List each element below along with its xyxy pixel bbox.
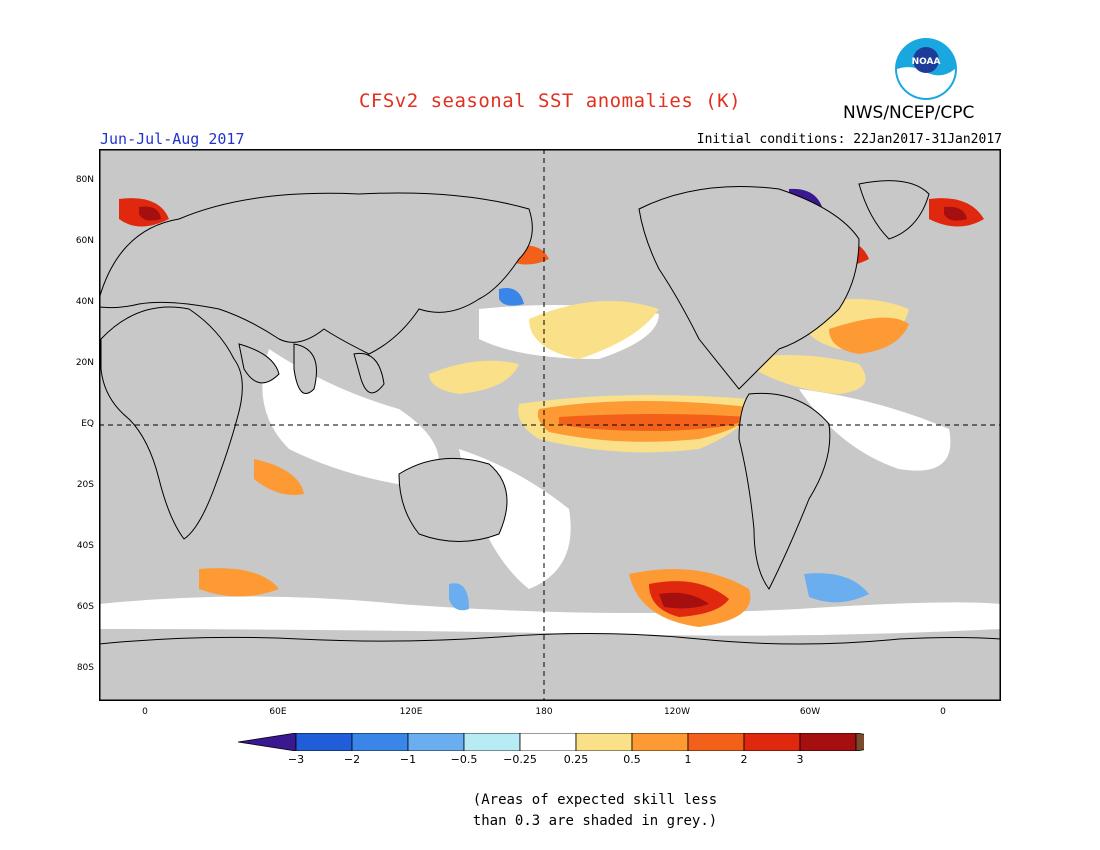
colorbar-swatch xyxy=(855,733,864,751)
lon-tick: 120E xyxy=(399,707,423,717)
lon-tick: 60W xyxy=(799,707,821,717)
lat-tick: 20S xyxy=(76,480,94,490)
sst-anomaly-map xyxy=(99,149,1001,701)
colorbar-swatch xyxy=(575,733,633,751)
colorbar-swatch xyxy=(463,733,521,751)
lat-tick: 80S xyxy=(76,663,94,673)
lat-tick: 40N xyxy=(75,297,94,307)
colorbar-swatch xyxy=(351,733,409,751)
colorbar-label: 2 xyxy=(740,753,748,766)
lon-tick: 0 xyxy=(940,707,946,717)
colorbar-swatch xyxy=(295,733,353,751)
note-line: than 0.3 are shaded in grey.) xyxy=(472,813,718,829)
lon-tick: 60E xyxy=(269,707,287,717)
noaa-logo: NOAA xyxy=(895,38,957,100)
colorbar-label: −2 xyxy=(343,753,361,766)
colorbar-swatch xyxy=(407,733,465,751)
lon-tick: 0 xyxy=(142,707,148,717)
colorbar-swatch xyxy=(743,733,801,751)
colorbar-label: −0.5 xyxy=(450,753,478,766)
lat-tick: 80N xyxy=(75,175,94,185)
lat-tick: 40S xyxy=(76,541,94,551)
colorbar-swatch xyxy=(631,733,689,751)
logo-text: NOAA xyxy=(912,57,941,67)
lon-tick: 120W xyxy=(663,707,691,717)
colorbar-label: −3 xyxy=(287,753,305,766)
colorbar-label: 3 xyxy=(796,753,804,766)
colorbar-swatch xyxy=(238,733,297,751)
colorbar-label: 0.25 xyxy=(563,753,589,766)
colorbar-swatch xyxy=(519,733,577,751)
colorbar-label: −0.25 xyxy=(503,753,537,766)
colorbar-label: 0.5 xyxy=(623,753,641,766)
continents xyxy=(99,180,1001,701)
colorbar-label: −1 xyxy=(399,753,417,766)
initial-conditions-label: Initial conditions: 22Jan2017-31Jan2017 xyxy=(696,132,1002,147)
skill-note: (Areas of expected skill less than 0.3 a… xyxy=(0,790,1100,832)
lon-tick: 180 xyxy=(535,707,553,717)
colorbar-swatch xyxy=(799,733,857,751)
season-label: Jun-Jul-Aug 2017 xyxy=(100,130,245,148)
map-title: CFSv2 seasonal SST anomalies (K) xyxy=(358,90,742,112)
lat-tick: 60S xyxy=(76,602,94,612)
colorbar-label: 1 xyxy=(684,753,692,766)
lat-tick: 20N xyxy=(75,358,94,368)
colorbar xyxy=(238,733,864,751)
lat-tick: 60N xyxy=(75,236,94,246)
note-line: (Areas of expected skill less xyxy=(472,792,718,808)
colorbar-swatch xyxy=(687,733,745,751)
lat-tick: EQ xyxy=(81,419,94,429)
agency-label: NWS/NCEP/CPC xyxy=(843,103,975,123)
